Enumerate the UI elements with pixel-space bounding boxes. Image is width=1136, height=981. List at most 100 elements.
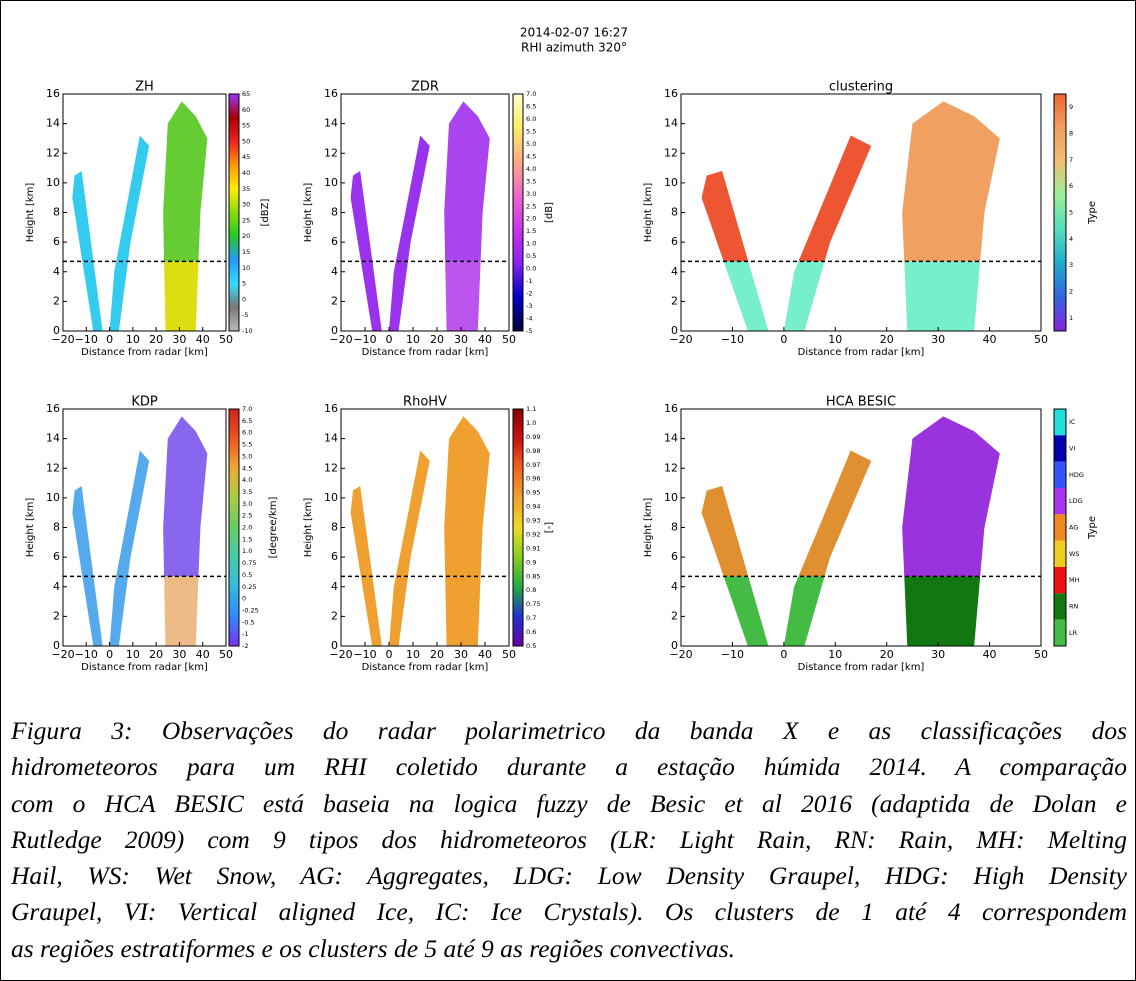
panel-title: RhoHV bbox=[403, 395, 447, 410]
y-tick-label: 4 bbox=[671, 580, 678, 593]
x-tick-label: 0 bbox=[106, 648, 113, 661]
x-tick-label: 40 bbox=[478, 648, 492, 661]
colorbar-tick-label: -3 bbox=[526, 302, 532, 310]
colorbar-tick-label: 0.5 bbox=[242, 571, 252, 579]
echo-region bbox=[445, 261, 481, 331]
y-tick-label: 12 bbox=[46, 461, 60, 474]
colorbar-tick-label: 2.5 bbox=[242, 512, 252, 520]
x-tick-label: 10 bbox=[126, 333, 140, 346]
colorbar-tick-label: 6 bbox=[1069, 182, 1073, 190]
colorbar bbox=[228, 93, 240, 332]
colorbar bbox=[228, 408, 240, 647]
colorbar-tick-label: -1 bbox=[526, 277, 532, 285]
colorbar-tick-label: 1.0 bbox=[526, 419, 536, 427]
echo-region bbox=[783, 576, 825, 646]
colorbar-tick-label: IC bbox=[1069, 418, 1076, 426]
colorbar-tick-label: 0.7 bbox=[526, 614, 536, 622]
colorbar-tick-label: AG bbox=[1069, 524, 1078, 532]
x-tick-label: 20 bbox=[430, 333, 444, 346]
radar-field bbox=[360, 576, 481, 646]
colorbar-tick-label: 3 bbox=[1069, 261, 1073, 269]
y-tick-label: 16 bbox=[664, 87, 678, 100]
colorbar-tick-label: 35 bbox=[242, 185, 250, 193]
colorbar-tick-label: HDG bbox=[1069, 471, 1084, 479]
echo-region bbox=[72, 171, 94, 262]
colorbar-tick-label: 9 bbox=[1069, 103, 1073, 111]
x-tick-label: 30 bbox=[931, 648, 945, 661]
x-tick-label: 50 bbox=[1034, 648, 1048, 661]
colorbar-tick-label: 0.75 bbox=[526, 600, 540, 608]
echo-region bbox=[444, 101, 490, 262]
y-tick-label: 14 bbox=[46, 432, 60, 445]
y-tick-label: 6 bbox=[331, 235, 338, 248]
y-tick-label: 12 bbox=[46, 146, 60, 159]
colorbar-tick-label: 3.5 bbox=[242, 488, 252, 496]
x-tick-label: 30 bbox=[172, 333, 186, 346]
x-tick-label: −10 bbox=[75, 648, 98, 661]
x-tick-label: −20 bbox=[51, 333, 74, 346]
y-tick-label: 14 bbox=[46, 117, 60, 130]
echo-region bbox=[82, 576, 103, 646]
colorbar-tick-label: 4.0 bbox=[242, 476, 252, 484]
y-tick-label: 6 bbox=[671, 550, 678, 563]
y-tick-label: 14 bbox=[664, 117, 678, 130]
x-axis-label: Distance from radar [km] bbox=[362, 662, 489, 673]
echo-region bbox=[783, 261, 825, 331]
x-tick-label: −20 bbox=[329, 648, 352, 661]
y-tick-label: 0 bbox=[331, 324, 338, 337]
colorbar-label: [dB] bbox=[544, 202, 555, 223]
y-tick-label: 8 bbox=[671, 521, 678, 534]
colorbar-tick-label: 0.6 bbox=[526, 628, 536, 636]
echo-region bbox=[109, 576, 129, 646]
x-tick-label: 20 bbox=[880, 333, 894, 346]
colorbar-tick-label: 0.96 bbox=[526, 475, 540, 483]
echo-region bbox=[902, 101, 1000, 262]
y-axis-label: Height [km] bbox=[643, 498, 654, 558]
colorbar-tick-label: 1.1 bbox=[526, 405, 536, 413]
echo-region bbox=[395, 135, 430, 262]
echo-region bbox=[164, 261, 199, 331]
echo-region bbox=[798, 450, 872, 577]
y-axis-label: Height [km] bbox=[643, 183, 654, 243]
x-tick-label: −10 bbox=[353, 333, 376, 346]
echo-region bbox=[723, 261, 769, 331]
echo-region bbox=[163, 416, 208, 577]
colorbar-tick-label: -2 bbox=[242, 642, 248, 650]
colorbar-tick-label: 5.0 bbox=[526, 140, 536, 148]
colorbar-tick-label: 7.0 bbox=[242, 405, 252, 413]
y-tick-label: 2 bbox=[331, 294, 338, 307]
colorbar-tick-label: 0.5 bbox=[526, 642, 536, 650]
colorbar-cell bbox=[1054, 409, 1066, 436]
echo-region bbox=[350, 486, 373, 577]
colorbar-tick-label: 3.5 bbox=[526, 177, 536, 185]
y-tick-label: 0 bbox=[331, 639, 338, 652]
colorbar-tick-label: 15 bbox=[242, 248, 250, 256]
colorbar-tick-label: 1.5 bbox=[526, 227, 536, 235]
colorbar-tick-label: 4.5 bbox=[242, 464, 252, 472]
colorbar-label: Type bbox=[1087, 201, 1098, 225]
y-tick-label: 2 bbox=[53, 294, 60, 307]
figure-title: 2014-02-07 16:27 bbox=[520, 26, 628, 40]
x-tick-label: 10 bbox=[828, 333, 842, 346]
colorbar-tick-label: 2.0 bbox=[526, 215, 536, 223]
y-tick-label: 12 bbox=[664, 146, 678, 159]
x-tick-label: −10 bbox=[721, 648, 744, 661]
colorbar-tick-label: 0.93 bbox=[526, 517, 540, 525]
colorbar-tick-label: 5.5 bbox=[242, 441, 252, 449]
colorbar-tick-label: 5 bbox=[242, 280, 246, 288]
echo-region bbox=[701, 171, 749, 262]
x-tick-label: −20 bbox=[669, 648, 692, 661]
x-tick-label: 40 bbox=[196, 648, 210, 661]
colorbar-tick-label: RN bbox=[1069, 603, 1079, 611]
x-axis-label: Distance from radar [km] bbox=[798, 347, 925, 358]
colorbar-tick-label: 5.0 bbox=[242, 452, 252, 460]
colorbar-tick-label: 40 bbox=[242, 169, 250, 177]
x-tick-label: 30 bbox=[454, 648, 468, 661]
colorbar-tick-label: 6.5 bbox=[526, 102, 536, 110]
colorbar-tick-label: 5.5 bbox=[526, 127, 536, 135]
x-tick-label: 50 bbox=[502, 648, 516, 661]
x-tick-label: 40 bbox=[983, 333, 997, 346]
x-tick-label: 20 bbox=[149, 333, 163, 346]
colorbar-tick-label: 2 bbox=[1069, 288, 1073, 296]
